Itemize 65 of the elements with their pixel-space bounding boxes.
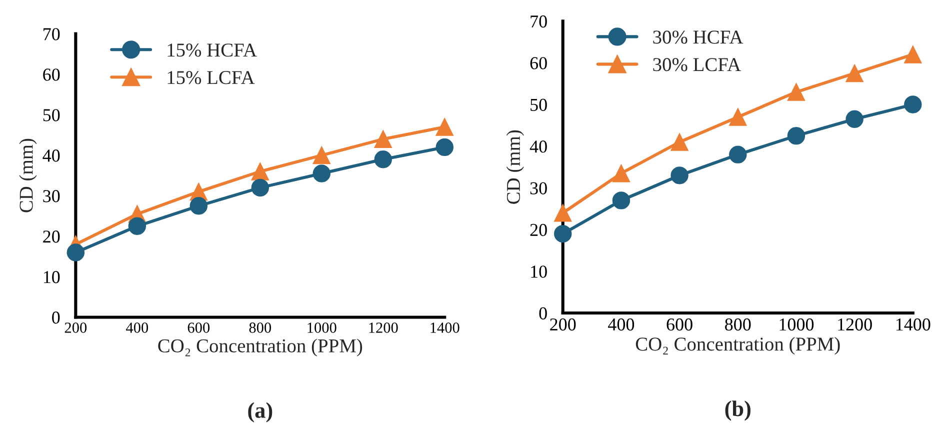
x-tick-label: 1200 [369,322,398,333]
text: (a) [248,402,272,422]
point [787,83,806,101]
point [729,146,747,164]
x-tick-label: 1200 [838,318,872,331]
point [846,110,864,128]
point [251,162,270,180]
x-axis-title: CO₂ Concentration (PPM) [636,337,840,355]
x-axis-title: CO₂ Concentration (PPM) [158,338,362,356]
y-tick-label: 10 [531,266,547,278]
y-tick-label: 20 [530,224,547,236]
y-tick-label: 30 [530,182,547,194]
point [374,150,392,168]
text: (b) [725,400,750,421]
y-tick-label: 0 [539,307,547,320]
y-axis-title: CD (mm) [506,130,524,204]
x-tick-label: 400 [608,318,634,331]
point [729,108,747,126]
point [904,96,922,114]
legend-label: 30% HCFA [653,30,744,44]
x-tick-label: 800 [725,318,751,331]
point [374,130,392,148]
y-tick-label: 70 [530,15,547,28]
x-tick-label: 800 [249,322,272,333]
y-tick-label: 60 [43,68,60,81]
point [554,224,572,243]
y-tick-label: 50 [530,98,547,111]
y-tick-label: 50 [43,109,60,122]
y-tick-label: 0 [52,312,60,324]
point [128,217,146,236]
y-tick-label: 10 [44,271,60,284]
legend-label: 15% LCFA [168,70,255,84]
x-tick-label: 1000 [308,322,336,333]
x-tick-label: 1400 [896,318,930,331]
y-tick-label: 40 [530,140,547,153]
y-tick-label: 40 [42,150,60,162]
point [670,133,688,151]
x-tick-label: 200 [550,318,576,331]
x-tick-label: 600 [188,322,210,333]
point [190,197,208,215]
point [904,46,922,64]
x-tick-label: 600 [666,318,692,331]
y-tick-label: 20 [43,230,60,243]
point [251,178,270,197]
point [846,64,864,82]
x-tick-label: 200 [64,322,87,333]
point [670,166,688,184]
x-tick-label: 400 [126,322,148,333]
legend-label: 30% LCFA [653,58,741,72]
point [612,192,630,210]
point [612,164,630,182]
point [787,126,806,145]
y-axis-title: CD (mm) [19,138,37,212]
point [312,146,330,164]
point [436,138,454,156]
point [554,204,572,222]
legend-label: 15% HCFA [168,44,257,57]
y-tick-label: 60 [530,57,547,70]
point [436,118,454,136]
x-tick-label: 1400 [430,322,460,333]
point [312,164,330,182]
y-tick-label: 30 [43,190,60,202]
x-tick-label: 1000 [780,318,814,331]
y-tick-label: 70 [44,28,60,40]
point [66,244,85,262]
